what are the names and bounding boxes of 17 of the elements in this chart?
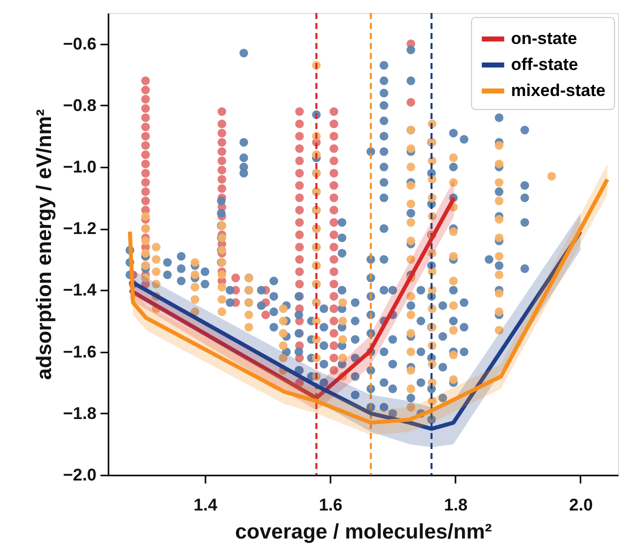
y-tick-label: −1.4	[62, 280, 98, 300]
x-tick-label: 1.4	[194, 496, 218, 514]
x-tick-label: 1.8	[444, 496, 468, 514]
x-tick-label: 1.6	[318, 496, 342, 514]
y-tick-label: −2.0	[62, 466, 96, 484]
y-tick-label: −1.6	[62, 342, 96, 362]
x-tick-label: 2.0	[569, 496, 593, 514]
y-tick-label: −1.0	[62, 158, 96, 176]
x-axis-title: coverage / molecules/nm²	[235, 520, 492, 544]
y-tick-label: −0.8	[62, 96, 96, 115]
legend-label: mixed-state	[511, 81, 606, 100]
y-tick-label: −0.6	[62, 34, 96, 54]
y-tick-label: −1.2	[62, 219, 96, 238]
y-axis-title: adsorption energy / eV/nm²	[32, 109, 56, 380]
y-tick-label: −1.8	[62, 404, 96, 423]
legend-label: on-state	[511, 29, 578, 48]
legend-label: off-state	[511, 55, 578, 74]
